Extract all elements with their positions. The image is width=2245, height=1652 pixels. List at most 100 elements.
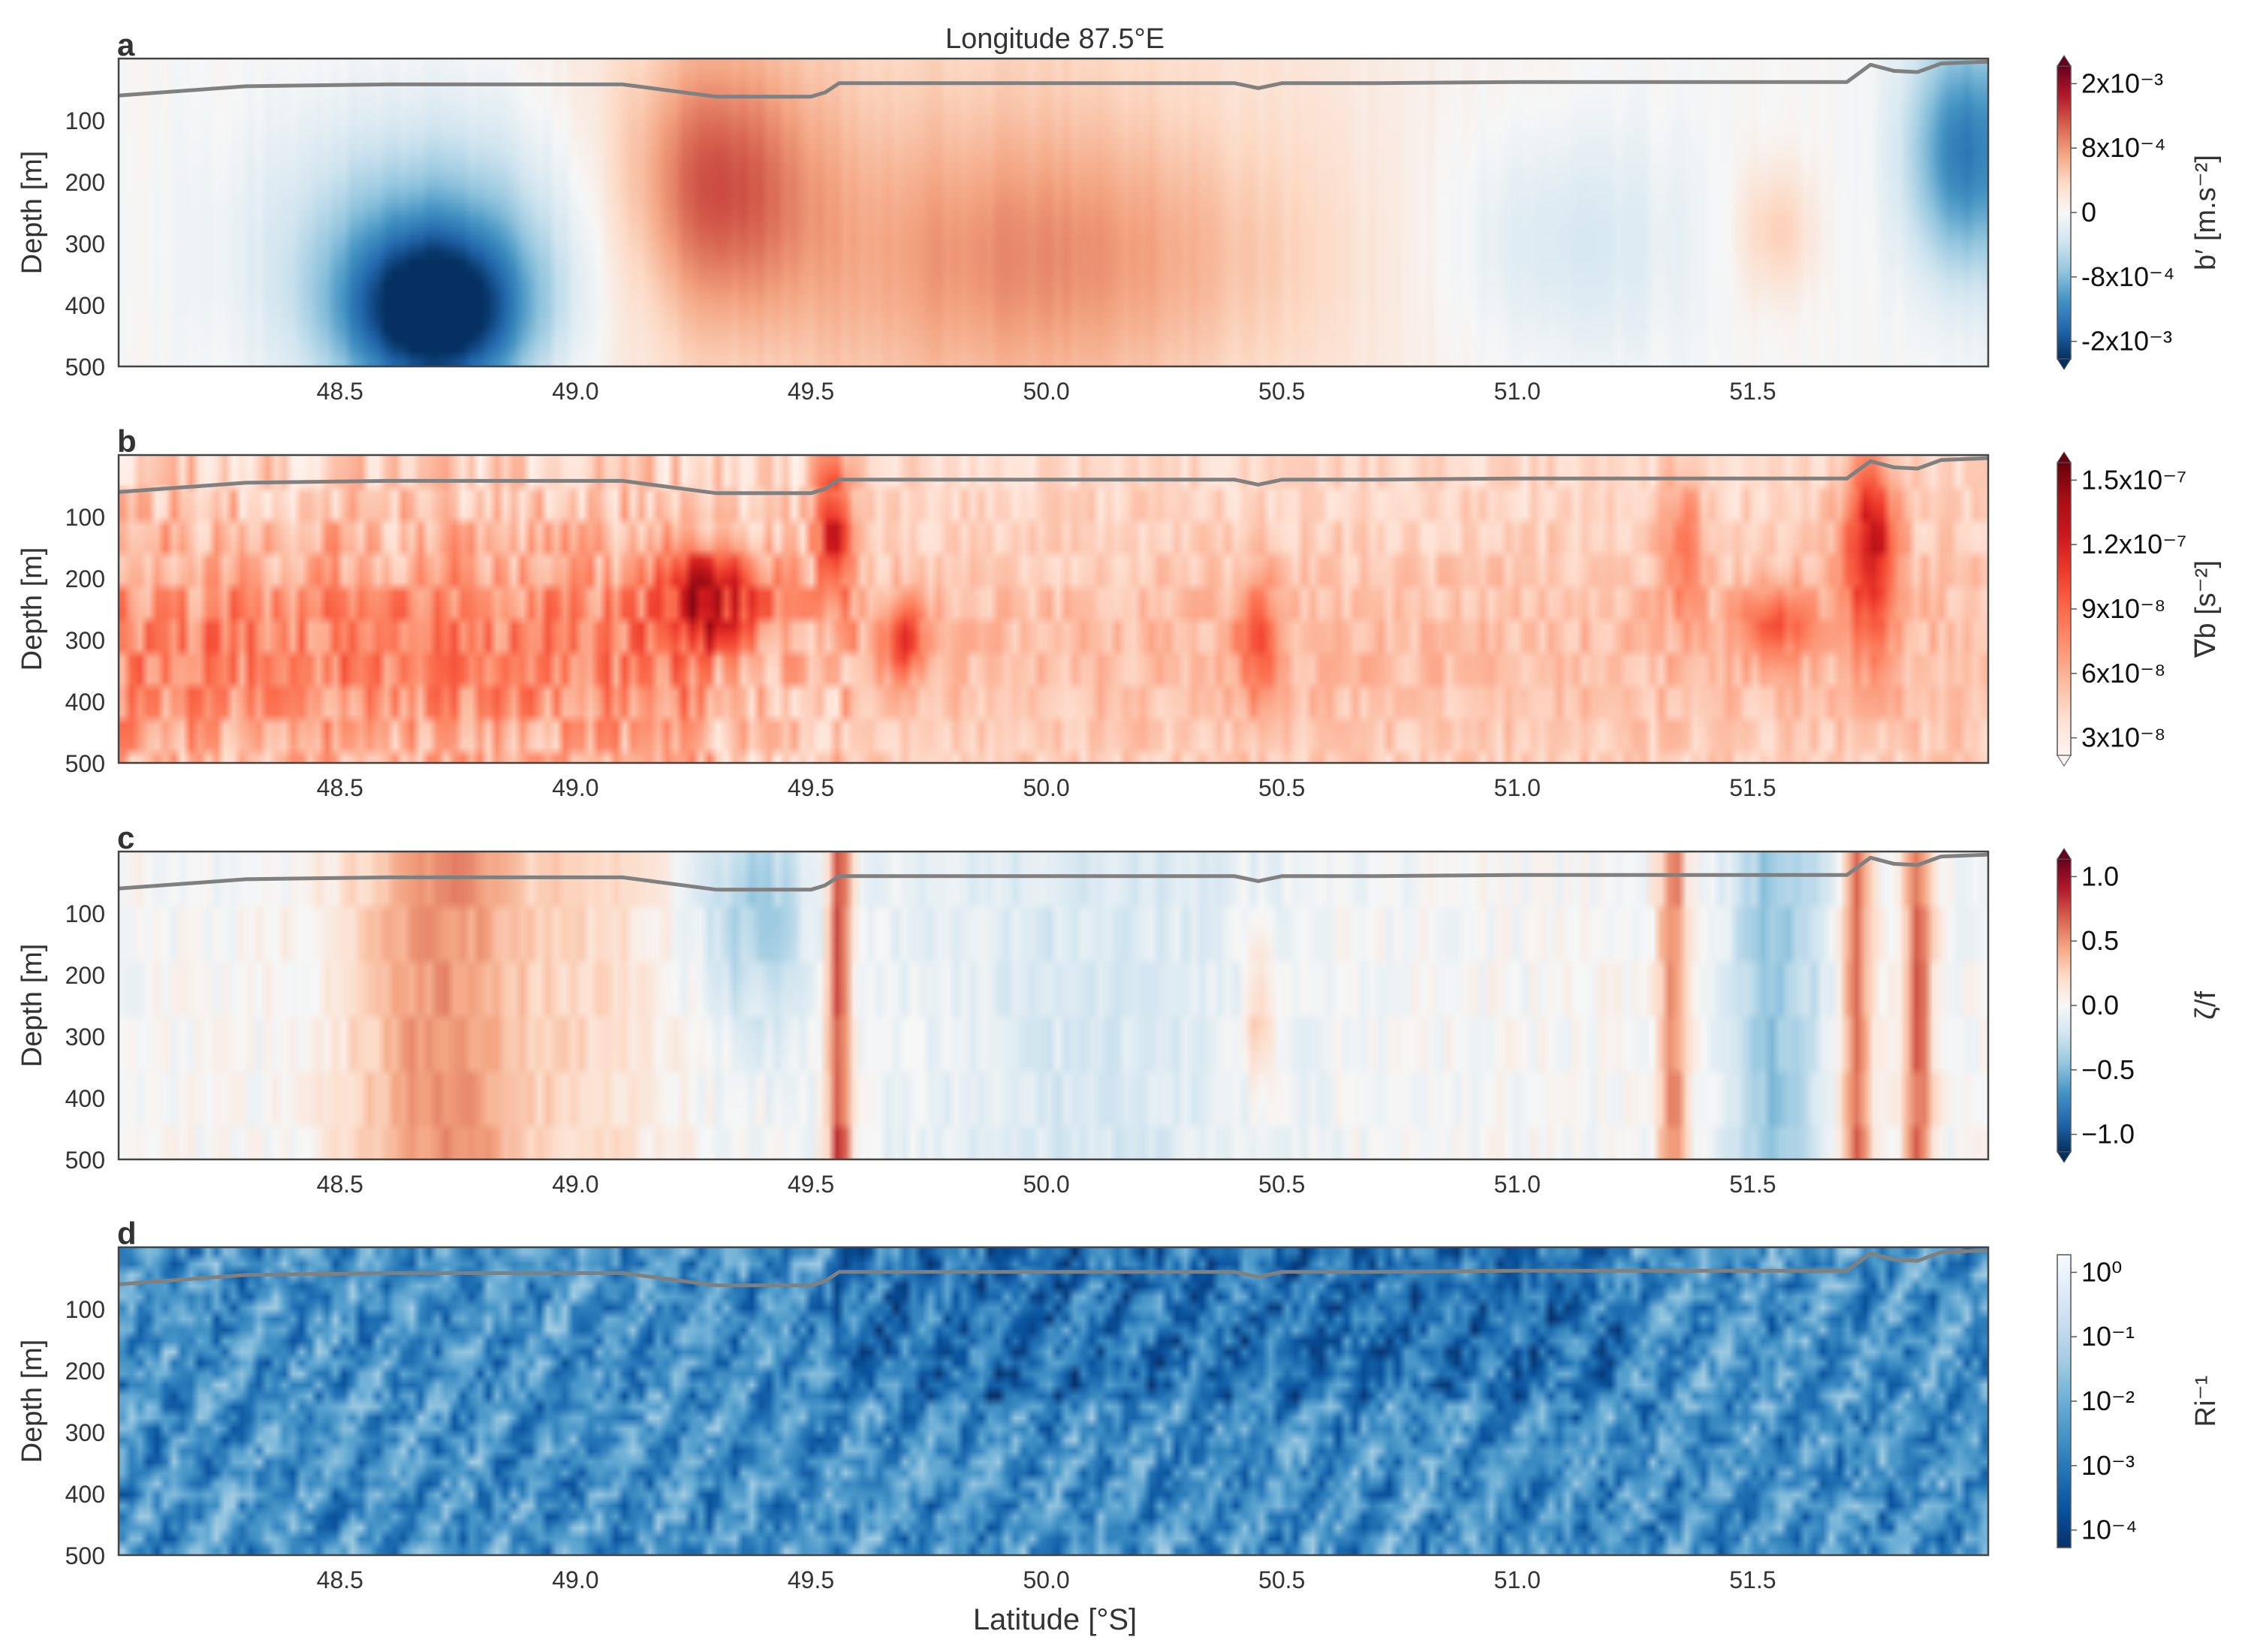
panel-b-x-tick-label: 50.5 [1258, 774, 1305, 801]
panel-d-colorbar-tick-label: 10⁻² [2081, 1385, 2135, 1416]
panel-b-y-tick-label: 100 [65, 504, 105, 531]
panel-a-x-tick-label: 50.0 [1023, 378, 1069, 405]
panel-b-y-tick-label: 200 [65, 565, 105, 592]
panel-b-y-tick-label: 300 [65, 627, 105, 654]
panel-a-colorbar-tick-label: 0 [2081, 197, 2096, 228]
panel-a-colorbar-extend-bottom [2057, 358, 2072, 370]
panel-a-y-tick-label: 200 [65, 169, 105, 196]
panel-b-x-tick-label: 49.5 [788, 774, 834, 801]
panel-b-x-tick-label: 50.0 [1023, 774, 1069, 801]
panel-d-x-tick-label: 49.5 [788, 1566, 834, 1593]
panel-a-colorbar-tick-label: 2x10⁻³ [2081, 68, 2163, 98]
panel-c-colorbar-tick-label: 1.0 [2081, 861, 2119, 891]
panel-d-x-tick-label: 51.0 [1494, 1566, 1541, 1593]
x-axis-label: Latitude [°S] [973, 1603, 1137, 1636]
panel-c-colorbar-label: ζ/f [2190, 991, 2222, 1020]
panel-c-heatmap [119, 852, 1988, 1159]
panel-d-y-tick-label: 500 [65, 1542, 105, 1569]
panel-b-letter: b [117, 424, 137, 459]
panel-c-y-tick-label: 200 [65, 962, 105, 989]
panel-b-colorbar-extend-top [2057, 451, 2072, 463]
panel-b-x-tick-label: 51.0 [1494, 774, 1541, 801]
panel-b-y-tick-label: 500 [65, 750, 105, 777]
panel-b-y-tick-label: 400 [65, 689, 105, 716]
panel-c-y-tick-label: 300 [65, 1023, 105, 1051]
panel-c-y-tick-label: 400 [65, 1085, 105, 1112]
panel-d-x-tick-label: 50.5 [1258, 1566, 1305, 1593]
panel-c-x-tick-label: 50.5 [1258, 1171, 1305, 1198]
panel-d-heatmap [119, 1247, 1988, 1555]
panel-c-y-axis-label: Depth [m] [17, 944, 48, 1068]
panel-b-colorbar-extend-bottom [2057, 755, 2072, 767]
figure-title: Longitude 87.5°E [945, 23, 1165, 55]
panel-c-colorbar-extend-top [2057, 848, 2072, 860]
panel-a-x-tick-label: 49.0 [552, 378, 598, 405]
panel-c-colorbar-tick-label: 0.5 [2081, 925, 2119, 956]
panel-b-colorbar [2057, 462, 2072, 756]
panel-d-letter: d [117, 1216, 137, 1251]
panel-d-y-tick-label: 300 [65, 1419, 105, 1446]
panel-b-y-axis-label: Depth [m] [17, 547, 48, 671]
panel-c-x-tick-label: 49.0 [552, 1171, 598, 1198]
panel-a-x-tick-label: 48.5 [317, 378, 363, 405]
panel-d-y-tick-label: 200 [65, 1358, 105, 1385]
panel-a-y-tick-label: 300 [65, 231, 105, 258]
panel-c-x-tick-label: 48.5 [317, 1171, 363, 1198]
panel-d-y-tick-label: 100 [65, 1296, 105, 1323]
panel-c-colorbar [2057, 858, 2072, 1153]
panel-a-x-tick-label: 51.0 [1494, 378, 1541, 405]
panel-c-colorbar-tick-label: 0.0 [2081, 990, 2119, 1020]
panel-c-y-tick-label: 100 [65, 900, 105, 927]
panel-a-colorbar-tick-label: 8x10⁻⁴ [2081, 132, 2166, 163]
panel-a-mixed-layer-line [118, 59, 1989, 99]
panel-a-colorbar-tick-label: -2x10⁻³ [2081, 326, 2172, 357]
panel-b-x-tick-label: 51.5 [1729, 774, 1776, 801]
panel-c-x-tick-label: 50.0 [1023, 1171, 1069, 1198]
panel-a-colorbar-tick-label: -8x10⁻⁴ [2081, 261, 2175, 292]
panel-c-colorbar-tick-label: −1.0 [2081, 1119, 2135, 1150]
panel-a-letter: a [117, 27, 135, 62]
panel-d-colorbar-tick-label: 10⁰ [2081, 1256, 2122, 1287]
panel-c-y-tick-label: 500 [65, 1147, 105, 1174]
panel-c-colorbar-tick-label: −0.5 [2081, 1054, 2135, 1085]
panel-c-x-tick-label: 49.5 [788, 1171, 834, 1198]
panel-a-colorbar [2057, 65, 2072, 360]
panel-b-colorbar-tick-label: 6x10⁻⁸ [2081, 658, 2165, 689]
panel-a-x-tick-label: 51.5 [1729, 378, 1776, 405]
panel-d-mixed-layer-line [118, 1248, 1989, 1288]
panel-d-colorbar-label: Ri⁻¹ [2190, 1376, 2222, 1427]
panel-d-y-axis-label: Depth [m] [17, 1340, 48, 1464]
panel-a-y-tick-label: 500 [65, 354, 105, 381]
panel-b-heatmap [119, 455, 1988, 763]
panel-d-x-tick-label: 48.5 [317, 1566, 363, 1593]
panel-a-x-tick-label: 50.5 [1258, 378, 1305, 405]
panel-a-colorbar-label: b′ [m.s⁻²] [2190, 155, 2222, 270]
panel-d-colorbar-tick-label: 10⁻⁴ [2081, 1515, 2138, 1545]
panel-b-mixed-layer-line [118, 456, 1989, 496]
panel-a-frame [117, 57, 1990, 368]
panel-c-frame [117, 850, 1990, 1161]
panel-a-y-tick-label: 400 [65, 292, 105, 319]
panel-a-heatmap [119, 59, 1988, 366]
panel-b-frame [117, 454, 1990, 764]
panel-d-colorbar [2057, 1254, 2072, 1548]
panel-d-colorbar-tick-label: 10⁻³ [2081, 1450, 2135, 1481]
panel-c-x-tick-label: 51.0 [1494, 1171, 1541, 1198]
panel-b-x-tick-label: 49.0 [552, 774, 598, 801]
panel-d-x-tick-label: 49.0 [552, 1566, 598, 1593]
panel-b-colorbar-tick-label: 1.5x10⁻⁷ [2081, 464, 2186, 495]
panel-a-x-tick-label: 49.5 [788, 378, 834, 405]
panel-a-colorbar-extend-top [2057, 55, 2072, 67]
panel-c-mixed-layer-line [118, 852, 1989, 892]
panel-d-x-tick-label: 50.0 [1023, 1566, 1069, 1593]
panel-b-colorbar-tick-label: 3x10⁻⁸ [2081, 722, 2165, 753]
panel-d-y-tick-label: 400 [65, 1481, 105, 1508]
panel-d-colorbar-tick-label: 10⁻¹ [2081, 1321, 2135, 1352]
panel-d-frame [117, 1246, 1990, 1557]
panel-a-y-axis-label: Depth [m] [17, 151, 48, 275]
panel-b-colorbar-tick-label: 1.2x10⁻⁷ [2081, 529, 2186, 559]
panel-b-x-tick-label: 48.5 [317, 774, 363, 801]
panel-b-colorbar-label: ∇b [s⁻²] [2190, 560, 2222, 659]
panel-b-colorbar-tick-label: 9x10⁻⁸ [2081, 593, 2165, 624]
